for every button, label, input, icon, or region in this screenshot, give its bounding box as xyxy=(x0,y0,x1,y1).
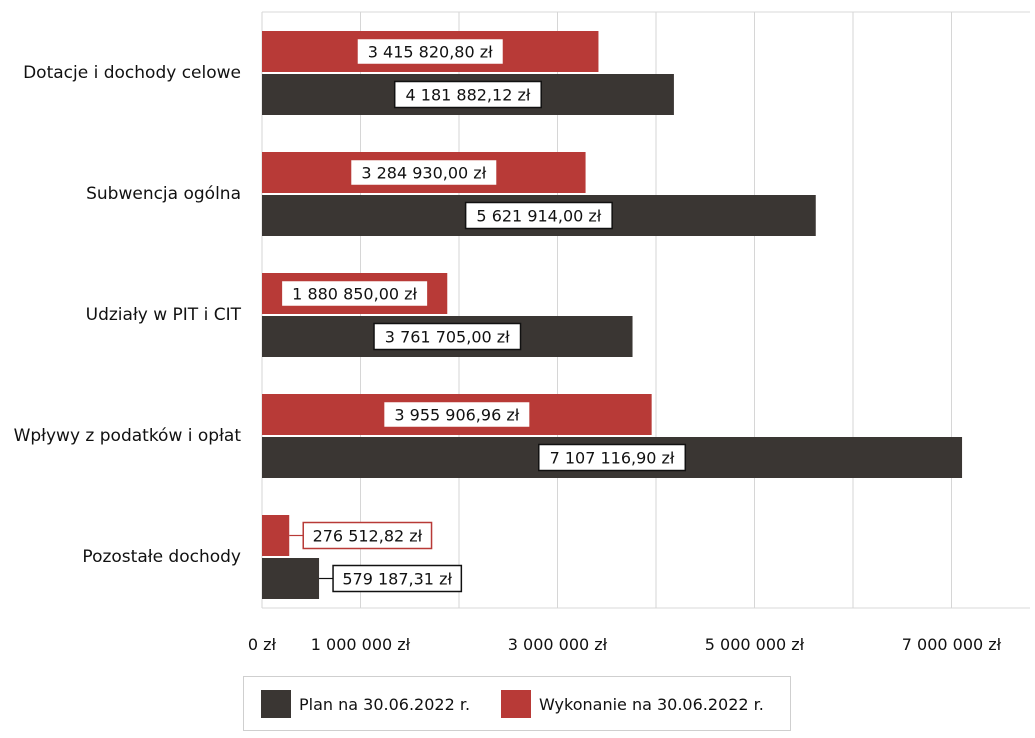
category-axis-labels: Dotacje i dochody celowe Subwencja ogólna… xyxy=(14,63,242,567)
value-axis-tick-labels: 0 zł 1 000 000 zł 3 000 000 zł 5 000 000 zł… xyxy=(248,635,1002,654)
category-label: Dotacje i dochody celowe xyxy=(23,63,241,83)
data-label-box xyxy=(356,37,505,66)
data-label: 1 880 850,00 zł xyxy=(292,285,417,304)
data-label: 276 512,82 zł xyxy=(313,527,423,546)
data-label: 3 415 820,80 zł xyxy=(368,43,493,62)
x-tick-label: 1 000 000 zł xyxy=(311,635,411,654)
data-label-box xyxy=(393,80,542,109)
data-label: 7 107 116,90 zł xyxy=(550,449,675,468)
legend-label-wykonanie: Wykonanie na 30.06.2022 r. xyxy=(539,694,764,714)
data-label-box xyxy=(349,158,498,187)
data-label: 3 955 906,96 zł xyxy=(394,406,519,425)
legend-item-plan: Plan na 30.06.2022 r. xyxy=(261,690,470,718)
legend-item-wykonanie: Wykonanie na 30.06.2022 r. xyxy=(501,690,764,718)
bar-plan xyxy=(262,558,320,599)
x-tick-label: 5 000 000 zł xyxy=(705,635,805,654)
data-label-box xyxy=(538,443,687,472)
data-label: 4 181 882,12 zł xyxy=(406,86,531,105)
data-label-box xyxy=(302,521,433,550)
data-label-box xyxy=(464,201,613,230)
x-tick-label: 0 zł xyxy=(248,635,277,654)
data-label: 3 284 930,00 zł xyxy=(361,164,486,183)
data-label-box xyxy=(382,400,531,429)
legend-swatch-plan xyxy=(261,690,291,718)
category-label: Subwencja ogólna xyxy=(86,184,241,204)
category-label: Udziały w PIT i CIT xyxy=(86,305,242,325)
category-label: Pozostałe dochody xyxy=(82,547,241,567)
bars-layer xyxy=(262,31,963,599)
data-label: 579 187,31 zł xyxy=(342,570,452,589)
category-label: Wpływy z podatków i opłat xyxy=(14,426,242,446)
bar-wykonanie xyxy=(262,515,290,556)
data-label-box xyxy=(373,322,522,351)
x-tick-label: 3 000 000 zł xyxy=(508,635,608,654)
legend-label-plan: Plan na 30.06.2022 r. xyxy=(299,694,471,714)
x-tick-label: 7 000 000 zł xyxy=(902,635,1002,654)
legend: Plan na 30.06.2022 r. Wykonanie na 30.06… xyxy=(243,676,791,731)
data-label-box xyxy=(280,279,429,308)
data-labels-layer: 3 415 820,80 zł 4 181 882,12 zł 3 284 930,… xyxy=(280,37,687,593)
legend-swatch-wykonanie xyxy=(501,690,531,718)
data-label: 3 761 705,00 zł xyxy=(385,328,510,347)
data-label: 5 621 914,00 zł xyxy=(476,207,601,226)
data-label-box xyxy=(332,564,463,593)
